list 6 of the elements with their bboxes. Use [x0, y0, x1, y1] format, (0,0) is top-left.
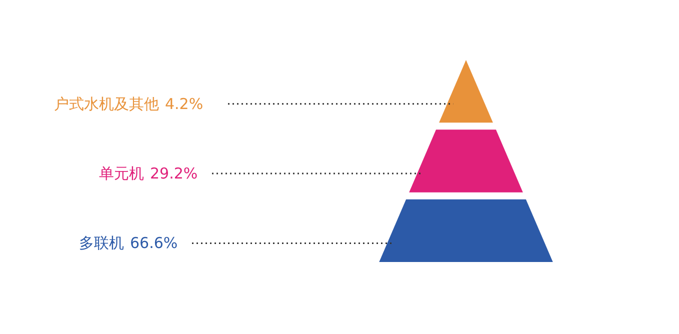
data-label: 66.6%	[130, 234, 178, 252]
category-label: 单元机	[99, 164, 144, 183]
data-label: 4.2%	[165, 94, 204, 113]
data-label: 29.2%	[150, 164, 198, 183]
category-label: 户式水机及其他	[54, 94, 159, 113]
category-label: 多联机	[79, 234, 124, 252]
